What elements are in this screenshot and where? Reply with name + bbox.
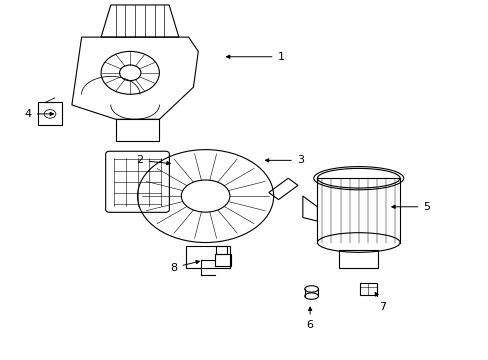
Text: 2: 2 bbox=[136, 156, 170, 165]
Text: 4: 4 bbox=[24, 109, 53, 119]
Bar bbox=[216, 246, 226, 254]
Text: 7: 7 bbox=[374, 292, 386, 312]
Bar bbox=[359, 283, 376, 296]
Text: 3: 3 bbox=[265, 156, 304, 165]
Text: 6: 6 bbox=[306, 307, 313, 330]
Text: 8: 8 bbox=[170, 261, 199, 273]
Text: 1: 1 bbox=[226, 52, 284, 62]
Text: 5: 5 bbox=[391, 202, 429, 212]
Bar bbox=[38, 103, 62, 125]
Bar bbox=[215, 254, 230, 266]
